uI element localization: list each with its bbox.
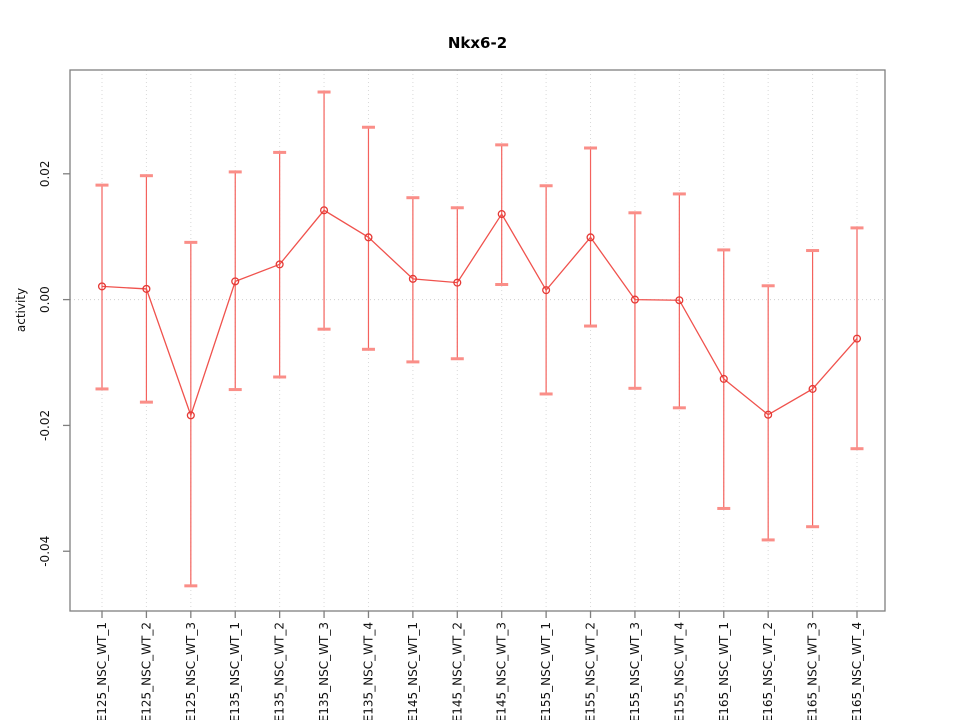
x-tick-label: E155_NSC_WT_1 bbox=[539, 622, 553, 720]
data-point bbox=[231, 277, 240, 286]
data-point bbox=[320, 206, 329, 215]
x-tick-label: E135_NSC_WT_3 bbox=[317, 622, 331, 720]
y-tick-label: 0.00 bbox=[38, 286, 52, 313]
data-point bbox=[719, 374, 728, 383]
data-point bbox=[542, 286, 551, 295]
x-tick-label: E145_NSC_WT_3 bbox=[495, 622, 509, 720]
x-tick-label: E155_NSC_WT_3 bbox=[628, 622, 642, 720]
data-point bbox=[186, 411, 195, 420]
data-point bbox=[275, 260, 284, 269]
y-axis-label: activity bbox=[14, 287, 28, 333]
x-tick-label: E165_NSC_WT_3 bbox=[806, 622, 820, 720]
y-tick-label: -0.04 bbox=[38, 536, 52, 567]
series-line bbox=[101, 209, 858, 418]
data-point bbox=[97, 282, 107, 291]
data-point bbox=[586, 233, 595, 242]
data-point bbox=[453, 278, 462, 287]
x-tick-label: E145_NSC_WT_2 bbox=[450, 622, 464, 720]
data-point bbox=[808, 384, 817, 393]
y-tick-label: -0.02 bbox=[38, 410, 52, 441]
x-tick-label: E165_NSC_WT_2 bbox=[761, 622, 775, 720]
plot-border bbox=[69, 69, 886, 612]
data-point bbox=[408, 274, 417, 283]
x-tick-label: E145_NSC_WT_1 bbox=[406, 622, 420, 720]
x-tick-label: E125_NSC_WT_3 bbox=[184, 622, 198, 720]
data-point bbox=[852, 334, 862, 343]
x-tick-label: E155_NSC_WT_2 bbox=[584, 622, 598, 720]
y-tick-label: 0.02 bbox=[38, 160, 52, 187]
x-tick-label: E125_NSC_WT_1 bbox=[95, 622, 109, 720]
data-point bbox=[364, 233, 373, 242]
data-point bbox=[675, 296, 684, 305]
data-point bbox=[630, 295, 639, 304]
x-tick-label: E155_NSC_WT_4 bbox=[672, 622, 686, 720]
x-tick-label: E135_NSC_WT_1 bbox=[228, 622, 242, 720]
chart-title: Nkx6-2 bbox=[447, 34, 508, 52]
x-tick-label: E135_NSC_WT_4 bbox=[361, 622, 375, 720]
x-tick-label: E125_NSC_WT_2 bbox=[139, 622, 153, 720]
data-point bbox=[764, 410, 773, 419]
data-point bbox=[497, 210, 506, 219]
data-point bbox=[142, 284, 151, 293]
x-tick-label: E135_NSC_WT_2 bbox=[273, 622, 287, 720]
x-tick-label: E165_NSC_WT_1 bbox=[717, 622, 731, 720]
x-tick-label: E165_NSC_WT_4 bbox=[850, 622, 864, 720]
